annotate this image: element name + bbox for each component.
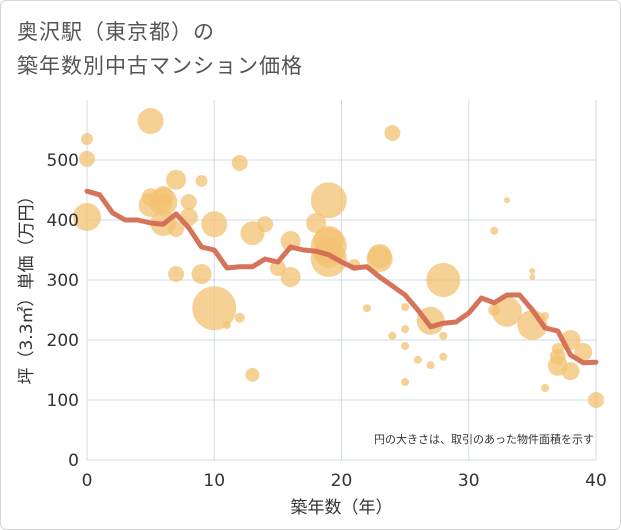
data-bubble (234, 312, 245, 323)
data-bubble (168, 266, 185, 282)
data-bubble (222, 321, 231, 329)
data-bubble (529, 274, 536, 280)
data-bubble (195, 175, 208, 187)
data-bubble (384, 125, 401, 141)
x-tick-label: 20 (331, 471, 353, 491)
data-bubble (439, 352, 448, 361)
data-bubble (310, 241, 347, 277)
data-bubble (388, 331, 397, 340)
data-bubble (280, 267, 301, 287)
grid (86, 100, 597, 461)
chart-title: 奥沢駅（東京都）の 築年数別中古マンション価格 (17, 15, 303, 83)
data-bubble (529, 268, 536, 274)
y-axis-title: 坪（3.3㎡）単価（万円） (17, 187, 37, 384)
data-bubble (401, 378, 410, 386)
data-bubble (401, 342, 410, 350)
data-bubble (81, 133, 93, 145)
data-bubble (366, 246, 393, 272)
data-bubble (561, 362, 580, 381)
data-bubble (439, 331, 448, 340)
data-bubble (541, 384, 550, 392)
trend-line-group (84, 188, 599, 366)
data-bubble (231, 155, 248, 171)
chart-title-line2: 築年数別中古マンション価格 (17, 54, 303, 78)
data-bubble (362, 304, 371, 313)
y-tick-label: 200 (47, 331, 79, 351)
data-bubble (491, 296, 522, 327)
data-bubble (413, 355, 422, 364)
y-tick-label: 0 (68, 451, 79, 471)
data-bubble (588, 392, 604, 408)
data-bubble (168, 221, 185, 237)
data-bubble (166, 169, 187, 190)
chart-title-line1: 奥沢駅（東京都）の (17, 20, 215, 44)
data-bubble (245, 367, 260, 382)
size-note: 円の大きさは、取引のあった物件面積を示す (374, 432, 594, 446)
y-tick-label: 400 (47, 211, 79, 231)
data-bubble (574, 343, 593, 361)
data-bubble (180, 194, 197, 210)
data-bubble (191, 264, 212, 284)
data-bubble (201, 211, 228, 238)
x-tick-label: 0 (82, 471, 93, 491)
y-tick-label: 300 (47, 271, 79, 291)
y-tick-label: 100 (47, 391, 79, 411)
average-price-line (84, 188, 599, 366)
data-bubble (306, 213, 327, 233)
data-bubble (192, 286, 237, 331)
data-bubble (154, 194, 173, 213)
y-tick-label: 500 (47, 151, 79, 171)
data-bubble (401, 303, 410, 311)
data-bubble (73, 203, 101, 231)
x-tick-label: 40 (585, 471, 607, 491)
data-bubble (401, 325, 410, 334)
data-bubble (310, 182, 347, 219)
x-axis-title: 築年数（年） (291, 498, 393, 518)
x-tick-label: 10 (203, 471, 225, 491)
data-bubble (426, 361, 435, 370)
data-bubble (426, 263, 461, 297)
data-bubble (490, 226, 499, 235)
data-bubble (137, 108, 164, 134)
data-bubble (79, 150, 95, 167)
data-bubble (269, 260, 286, 276)
data-bubble (257, 216, 274, 233)
x-tick-label: 30 (458, 471, 480, 491)
data-bubble (541, 312, 550, 320)
data-bubble (503, 197, 510, 204)
